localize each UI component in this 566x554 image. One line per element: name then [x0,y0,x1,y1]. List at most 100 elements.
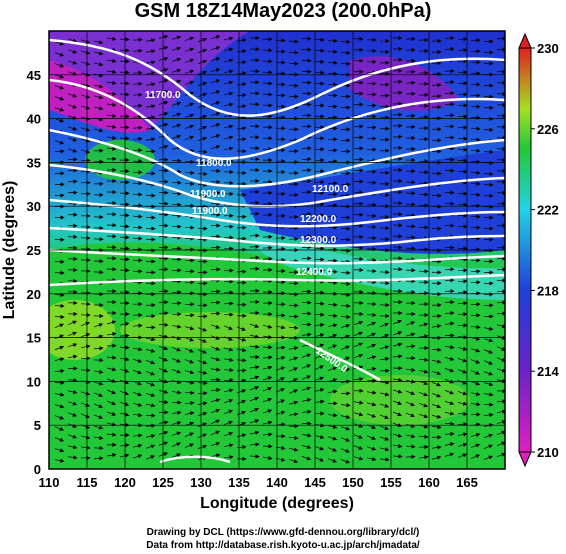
wind-arrow [249,375,260,380]
wind-arrow [106,411,117,416]
wind-arrow [210,90,221,95]
wind-arrow [132,323,143,328]
wind-arrow [93,128,104,133]
wind-arrow [496,324,505,329]
wind-arrow [366,446,377,451]
wind-arrow [275,388,285,393]
wind-arrow [301,353,312,358]
x-tick-label: 140 [266,475,288,490]
wind-arrow [353,400,364,405]
wind-arrow [171,90,182,95]
wind-arrow [184,36,195,41]
wind-arrow [470,402,481,407]
wind-arrow [353,353,364,359]
wind-arrow [171,35,182,40]
wind-arrow [67,343,78,348]
wind-arrow [93,40,104,45]
y-tick-label: 25 [27,243,41,258]
wind-arrow [223,378,234,383]
wind-arrow [444,452,455,457]
wind-arrow [392,342,403,347]
wind-arrow [327,366,338,371]
wind-arrow [80,413,90,418]
wind-arrow [145,381,156,387]
wind-arrow [223,325,233,330]
wind-arrow [106,422,117,427]
wind-arrow [132,48,143,53]
x-tick-label: 115 [77,475,98,490]
credit-line-data: Data from http://database.rish.kyoto-u.a… [146,540,420,551]
wind-arrow [132,454,143,459]
wind-arrow [457,401,468,406]
wind-arrow [418,322,429,327]
wind-arrow [93,323,104,328]
colorbar-tick-label: 222 [537,203,559,218]
wind-arrow [184,443,194,448]
wind-arrow [223,409,233,415]
wind-arrow [80,39,91,44]
wind-arrow [483,392,494,397]
wind-arrow [340,437,350,442]
wind-arrow [145,38,156,43]
wind-arrow [379,392,390,397]
wind-arrow [483,412,494,417]
wind-arrow [223,69,234,74]
wind-arrow [132,358,143,363]
wind-arrow [418,357,429,362]
wind-arrow [392,331,403,336]
wind-arrow [379,436,390,441]
wind-arrow [54,357,65,362]
contour-label: 11800.0 [196,158,232,169]
wind-arrow [366,343,377,349]
wind-arrow [288,447,299,452]
wind-arrow [119,443,130,448]
wind-arrow [288,458,299,464]
wind-arrow [210,430,220,436]
wind-arrow [145,348,156,353]
wind-arrow [431,381,441,387]
wind-arrow [236,347,247,353]
wind-arrow [210,134,221,139]
wind-arrow [483,433,494,438]
wind-arrow [106,135,117,140]
wind-arrow [327,323,338,328]
wind-arrow [340,448,350,453]
wind-arrow [158,322,169,327]
wind-arrow [366,402,377,407]
wind-arrow [93,84,104,89]
wind-arrow [197,391,208,396]
wind-arrow [249,419,260,424]
wind-arrow [405,444,416,449]
wind-arrow [54,458,65,463]
wind-arrow [262,365,273,370]
wind-arrow [366,321,376,327]
wind-arrow [483,444,493,449]
wind-arrow [353,342,363,348]
wind-arrow [314,388,325,393]
wind-arrow [223,357,234,362]
wind-arrow [171,347,182,352]
wind-arrow [93,435,104,440]
wind-arrow [457,411,468,417]
wind-arrow [431,347,442,352]
wind-arrow [236,137,247,142]
wind-arrow [327,436,338,441]
wind-arrow [80,356,91,361]
wind-arrow [67,104,78,109]
wind-arrow [210,398,221,403]
wind-arrow [431,414,442,419]
wind-arrow [145,137,156,142]
wind-arrow [132,443,143,448]
wind-arrow [366,355,377,360]
wind-arrow [405,412,415,418]
wind-arrow [379,380,390,385]
wind-arrow [132,380,142,386]
wind-arrow [67,49,78,54]
wind-arrow [340,324,351,329]
wind-arrow [145,423,156,428]
wind-arrow [119,453,130,458]
wind-arrow [314,457,324,462]
wind-arrow [171,46,182,51]
wind-arrow [54,63,65,68]
wind-arrow [80,391,91,396]
